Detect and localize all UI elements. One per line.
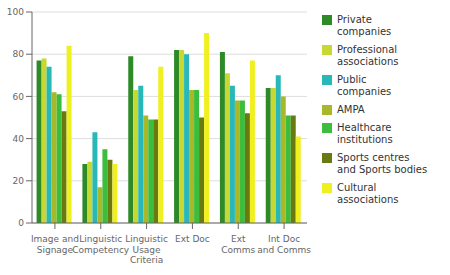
html-text:Image and: Image and bbox=[30, 234, 79, 245]
svg-text:100: 100 bbox=[8, 7, 24, 17]
html-text:Professional associations: Professional associations bbox=[337, 44, 399, 67]
svg-text:LinguisticUsageCriteria: LinguisticUsageCriteria bbox=[125, 234, 168, 265]
html-text:AMPA: AMPA bbox=[337, 104, 365, 115]
svg-text:0: 0 bbox=[18, 218, 24, 228]
svg-text:Int Docand Comms: Int Docand Comms bbox=[257, 234, 311, 254]
svg-text:80: 80 bbox=[13, 49, 25, 59]
svg-text:20: 20 bbox=[13, 176, 25, 186]
svg-text:ExtComms: ExtComms bbox=[221, 234, 255, 254]
html-text:Cultural associations: Cultural associations bbox=[337, 182, 399, 205]
html-text:Signage: Signage bbox=[36, 244, 74, 255]
svg-text:40: 40 bbox=[13, 134, 25, 144]
svg-text:LinguisticCompetency: LinguisticCompetency bbox=[72, 234, 130, 254]
html-text:Sports centres and Sports bodi: Sports centres and Sports bodies bbox=[337, 152, 428, 175]
svg-text:60: 60 bbox=[13, 92, 25, 102]
html-text:Private companies: Private companies bbox=[337, 14, 392, 37]
html-text:Public companies: Public companies bbox=[337, 74, 392, 97]
html-text:Healthcare institutions: Healthcare institutions bbox=[337, 122, 393, 145]
svg-text:Ext Doc: Ext Doc bbox=[175, 234, 210, 244]
